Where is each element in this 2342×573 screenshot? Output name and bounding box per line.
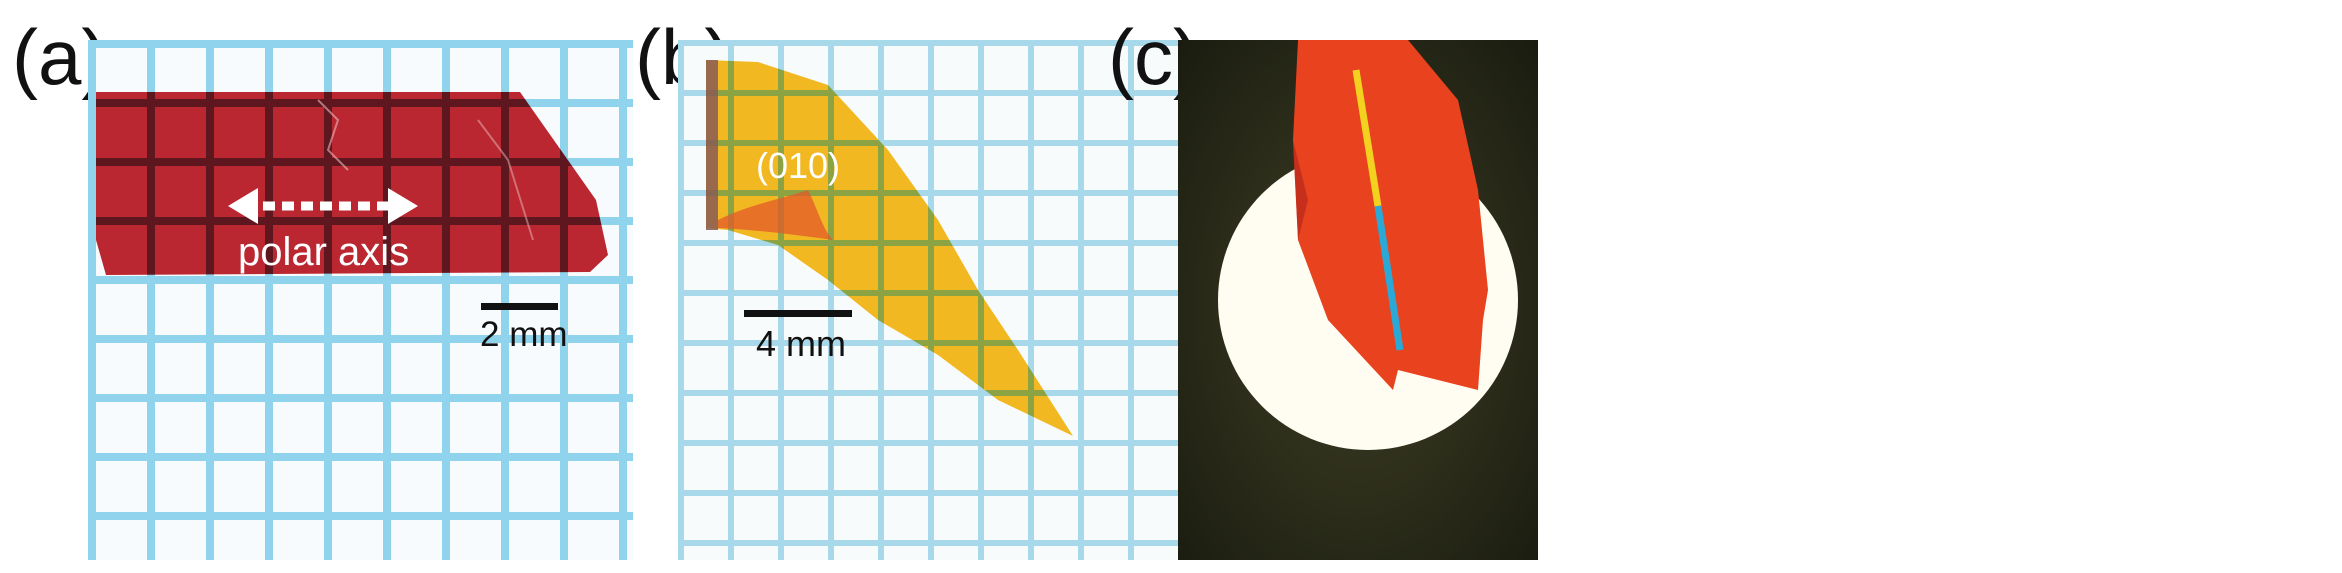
scale-bar-b (744, 310, 852, 317)
yellow-crystal (706, 60, 1073, 436)
face-label: (010) (756, 145, 841, 186)
panel-b-photo: (010) 4 mm (678, 40, 1213, 560)
scale-bar-a-label: 2 mm (480, 315, 568, 354)
crystal-b-svg (706, 60, 1073, 436)
cyan-line (1374, 205, 1404, 351)
panel-a-photo: polar axis 2 mm (88, 40, 633, 560)
yellow-line (1352, 69, 1382, 207)
red-crystal (96, 92, 608, 275)
crystal-a-svg (96, 92, 608, 310)
red-crystal-c (1293, 40, 1488, 390)
panel-c-photo (1178, 40, 2338, 560)
scale-bar-a (481, 303, 558, 310)
polar-axis-label: polar axis (238, 230, 410, 274)
arrow-head-right-icon (388, 188, 418, 224)
scale-bar-b-label: 4 mm (756, 323, 846, 364)
arrow-head-left-icon (228, 188, 258, 224)
crystal-c-svg (1178, 40, 1538, 560)
